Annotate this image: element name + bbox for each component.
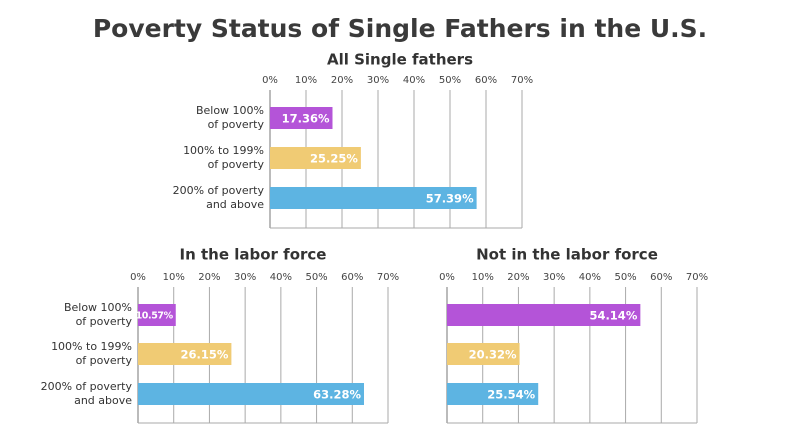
value-label: 54.14% (589, 309, 637, 323)
bar (270, 107, 333, 129)
bar (270, 187, 477, 209)
category-label: 200% of poverty and above (173, 184, 265, 211)
value-label: 25.54% (487, 388, 535, 402)
bar (138, 304, 176, 326)
x-tick-label: 50% (305, 272, 327, 283)
category-label: Below 100% of poverty (64, 301, 133, 328)
chart-subtitle: Not in the labor force (476, 246, 658, 264)
category-label: Below 100% of poverty (196, 104, 265, 131)
page-title: Poverty Status of Single Fathers in the … (93, 14, 707, 43)
x-tick-label: 0% (262, 75, 278, 86)
value-label: 63.28% (313, 388, 361, 402)
x-tick-label: 50% (439, 75, 461, 86)
value-label: 26.15% (180, 348, 228, 362)
value-label: 10.57% (136, 311, 174, 322)
category-label: 100% to 199% of poverty (183, 144, 264, 171)
bar (447, 383, 539, 405)
x-tick-label: 20% (507, 272, 529, 283)
x-tick-label: 20% (198, 272, 220, 283)
x-tick-label: 60% (341, 272, 363, 283)
x-tick-label: 10% (295, 75, 317, 86)
x-tick-label: 40% (403, 75, 425, 86)
x-tick-label: 30% (367, 75, 389, 86)
bar (270, 147, 361, 169)
chart-subtitle: All Single fathers (327, 51, 473, 69)
x-tick-label: 0% (439, 272, 455, 283)
value-label: 20.32% (469, 348, 517, 362)
x-tick-label: 10% (163, 272, 185, 283)
x-tick-label: 20% (331, 75, 353, 86)
x-tick-label: 40% (270, 272, 292, 283)
value-label: 17.36% (282, 112, 330, 126)
x-tick-label: 70% (377, 272, 399, 283)
value-label: 25.25% (310, 152, 358, 166)
x-tick-label: 70% (511, 75, 533, 86)
x-tick-label: 30% (543, 272, 565, 283)
x-tick-label: 40% (579, 272, 601, 283)
bar (447, 304, 641, 326)
value-label: 57.39% (426, 192, 474, 206)
x-tick-label: 60% (650, 272, 672, 283)
x-tick-label: 70% (686, 272, 708, 283)
x-tick-label: 0% (130, 272, 146, 283)
bar (138, 343, 232, 365)
category-label: 200% of poverty and above (41, 380, 133, 407)
x-tick-label: 30% (234, 272, 256, 283)
bar (138, 383, 364, 405)
bar (447, 343, 520, 365)
x-tick-label: 50% (614, 272, 636, 283)
category-label: 100% to 199% of poverty (51, 340, 132, 367)
x-tick-label: 60% (475, 75, 497, 86)
chart-subtitle: In the labor force (180, 246, 327, 264)
x-tick-label: 10% (472, 272, 494, 283)
